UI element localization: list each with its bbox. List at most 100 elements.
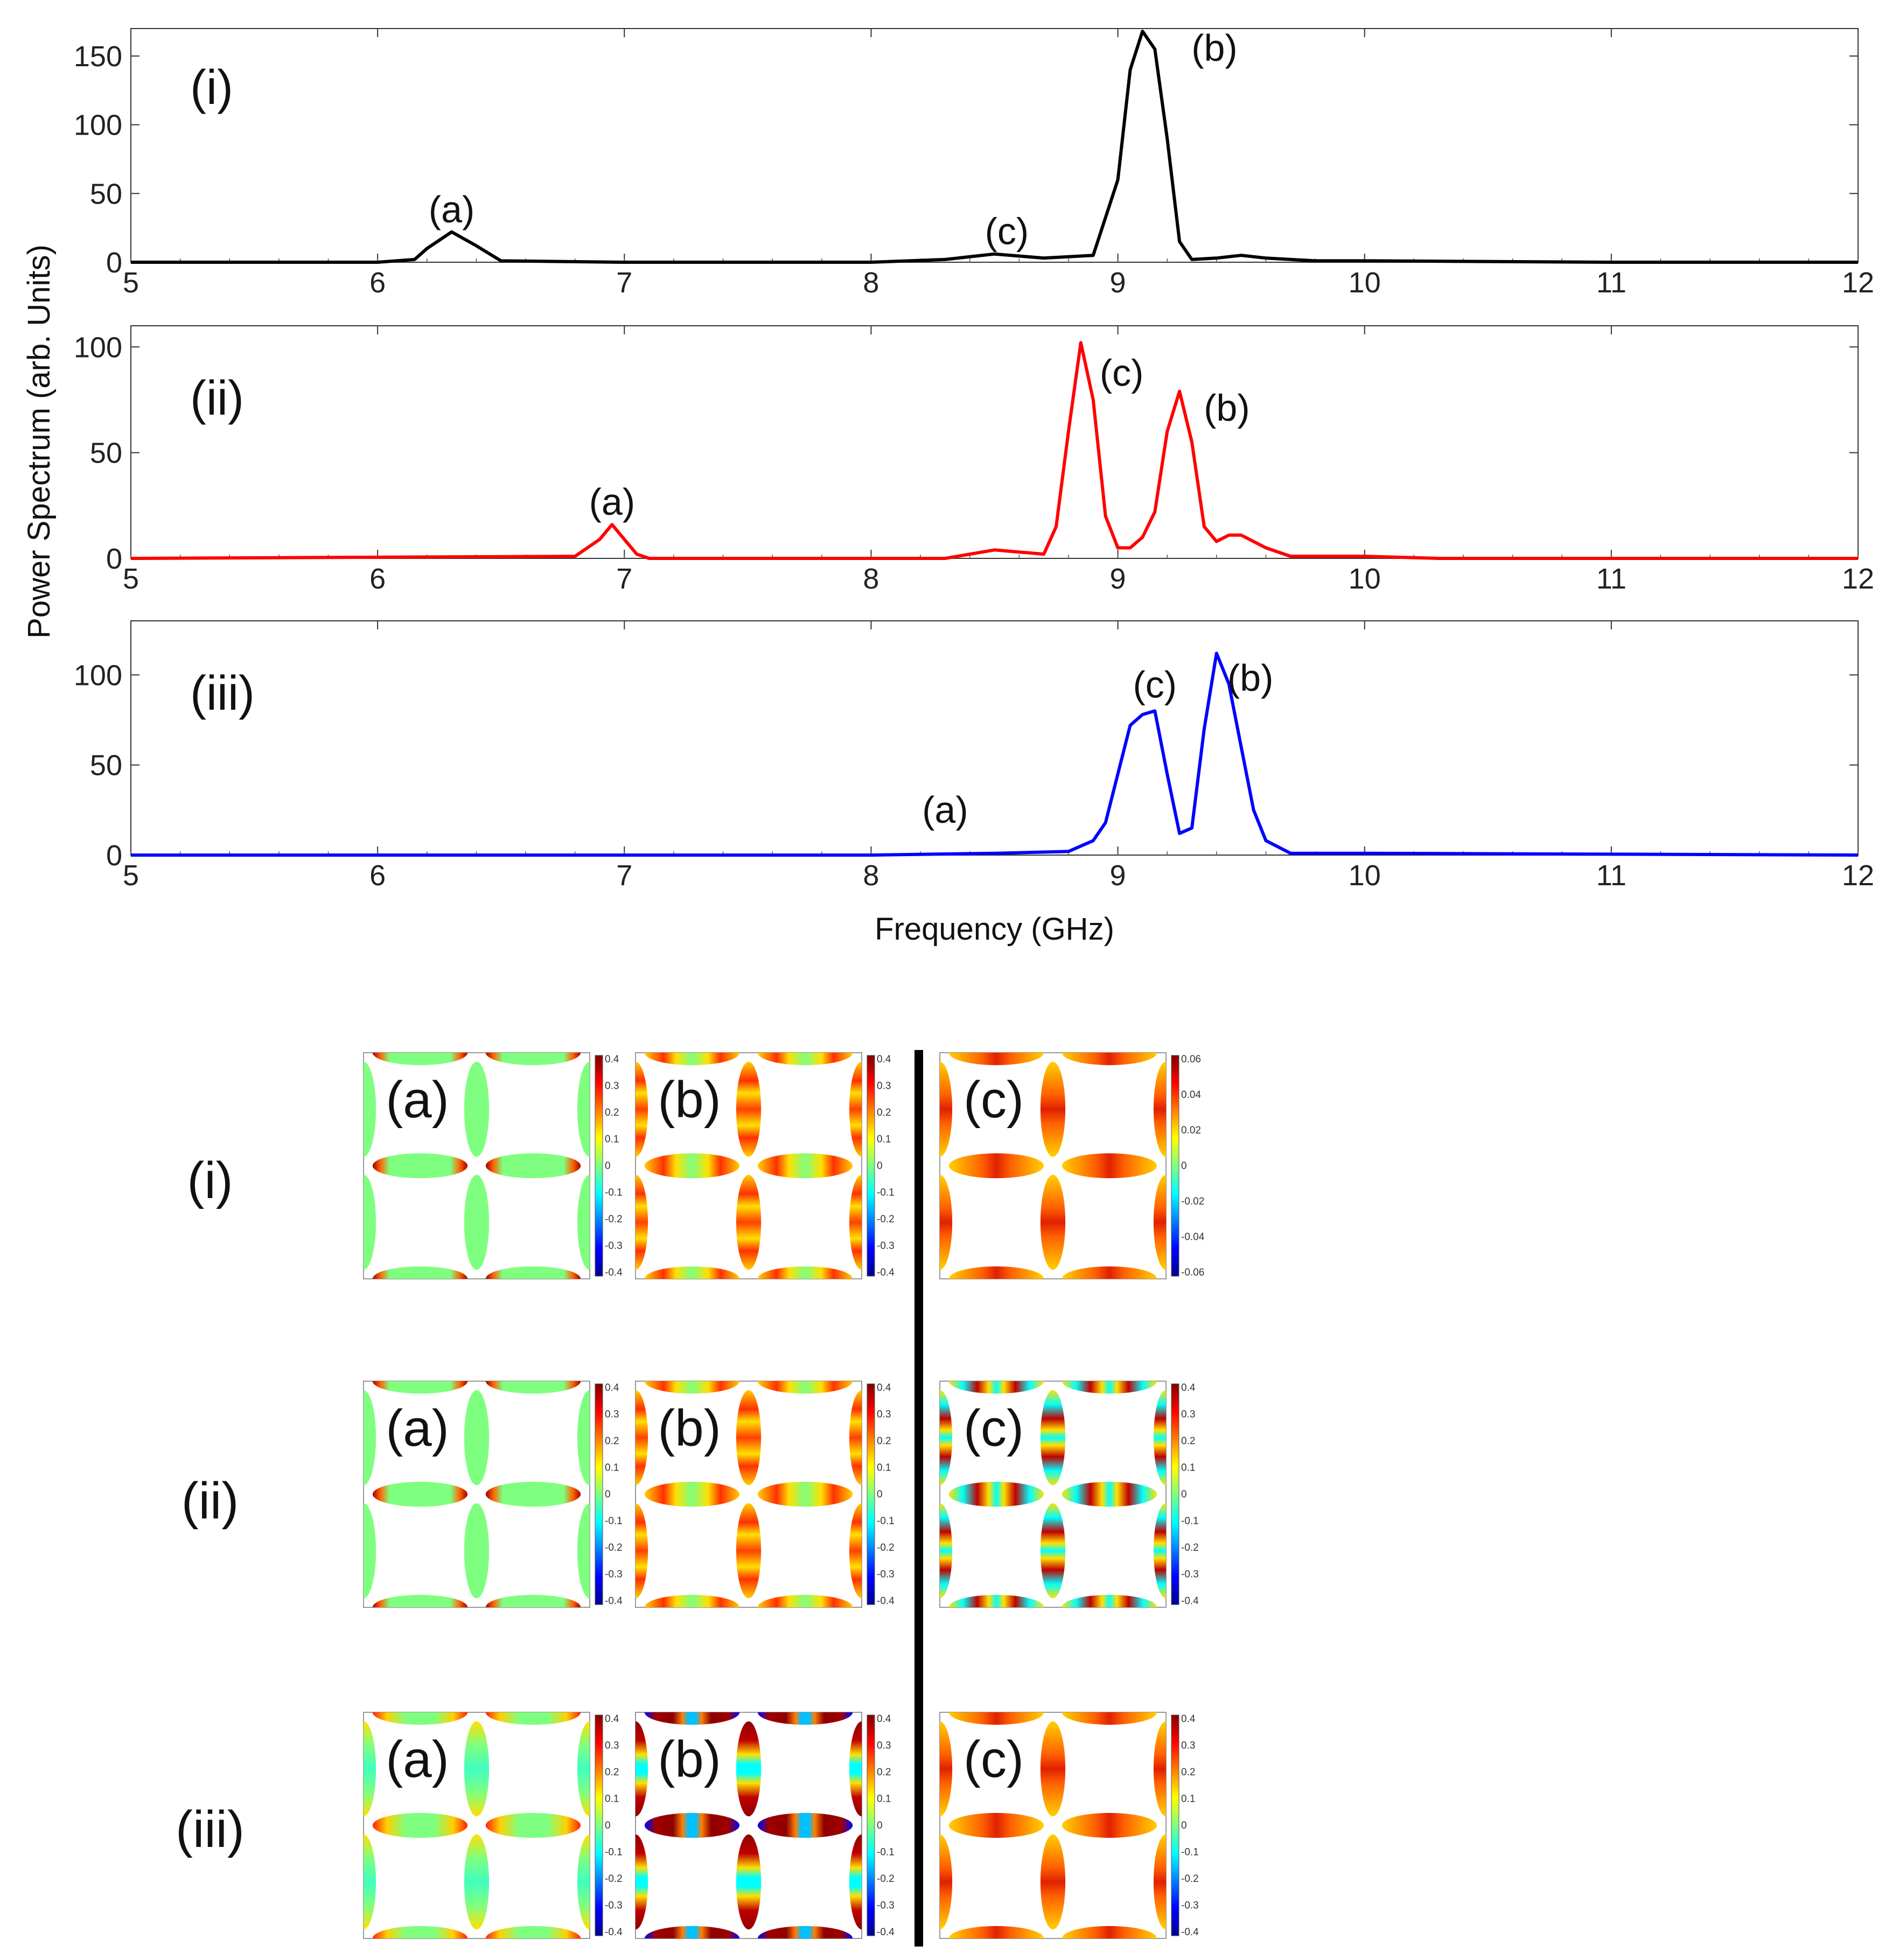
panel-label: (iii) xyxy=(190,667,255,720)
colorbar-tick: -0.4 xyxy=(605,1927,623,1938)
colorbar-tick: -0.4 xyxy=(877,1927,895,1938)
vertical-ellipse xyxy=(849,1174,862,1270)
colorbar xyxy=(595,1383,603,1605)
colorbar-tick: 0.04 xyxy=(1181,1089,1201,1101)
horizontal-ellipse xyxy=(485,1594,581,1607)
vertical-ellipse xyxy=(940,1390,953,1486)
vertical-ellipse xyxy=(849,1721,862,1817)
vertical-ellipse xyxy=(1040,1503,1066,1599)
peak-annotation: (c) xyxy=(985,211,1029,253)
tile-label: (c) xyxy=(964,1731,1024,1788)
vertical-ellipse xyxy=(736,1721,762,1817)
mode-tile: (b) 0.4 0.3 0.2 0.1 0 -0.1 -0.2 -0.3 -0.4 xyxy=(635,1052,895,1279)
peak-annotation: (b) xyxy=(1204,387,1250,429)
colorbar xyxy=(595,1714,603,1936)
colorbar-tick: -0.02 xyxy=(1181,1196,1204,1207)
x-tick-label: 9 xyxy=(1110,267,1126,299)
colorbar-tick: 0.02 xyxy=(1181,1125,1201,1136)
colorbar-tick: -0.2 xyxy=(605,1214,623,1225)
y-tick-label: 100 xyxy=(74,331,122,363)
tile-content xyxy=(364,1053,590,1279)
colorbar-tick: 0.3 xyxy=(605,1081,619,1092)
colorbar-tick: 0.4 xyxy=(877,1382,891,1394)
horizontal-ellipse xyxy=(757,1481,853,1507)
x-tick-label: 5 xyxy=(123,267,139,299)
colorbar-tick: 0 xyxy=(877,1489,883,1500)
colorbar-tick: -0.4 xyxy=(877,1595,895,1607)
colorbar-tick: 0.2 xyxy=(605,1436,619,1447)
colorbar-tick: -0.3 xyxy=(1181,1900,1199,1912)
colorbar-tick: 0.4 xyxy=(605,1054,619,1065)
vertical-ellipse xyxy=(364,1721,376,1817)
vertical-ellipse xyxy=(940,1061,953,1157)
horizontal-ellipse xyxy=(644,1266,740,1279)
row-label: (i) xyxy=(187,1152,233,1209)
colorbar-tick: 0.1 xyxy=(605,1794,619,1805)
vertical-ellipse xyxy=(364,1503,376,1599)
colorbar-tick: -0.1 xyxy=(1181,1516,1199,1527)
horizontal-ellipse xyxy=(644,1926,740,1938)
y-tick-label: 100 xyxy=(74,109,122,142)
spectrum-panel-2: 5 6 7 8 9 10 11 12 0 50 100 (ii) (a) (c) (b) xyxy=(74,325,1874,595)
vertical-ellipse xyxy=(940,1503,953,1599)
colorbar-tick: 0.1 xyxy=(605,1462,619,1474)
horizontal-ellipse xyxy=(1062,1053,1157,1066)
series-line xyxy=(131,30,1858,264)
tile-content xyxy=(940,1712,1166,1938)
colorbar-tick: 0 xyxy=(877,1160,883,1172)
colorbar-tick: 0 xyxy=(1181,1160,1187,1172)
peak-annotation: (a) xyxy=(589,481,636,523)
horizontal-ellipse xyxy=(485,1812,581,1838)
horizontal-ellipse xyxy=(1062,1481,1157,1507)
vertical-ellipse xyxy=(464,1503,490,1599)
vertical-ellipse xyxy=(464,1061,490,1157)
vertical-ellipse xyxy=(636,1174,648,1270)
colorbar-tick: 0.2 xyxy=(1181,1436,1195,1447)
vertical-ellipse xyxy=(636,1721,648,1817)
vertical-ellipse xyxy=(577,1174,590,1270)
vertical-ellipse xyxy=(364,1174,376,1270)
mode-tile: (a) 0.4 0.3 0.2 0.1 0 -0.1 -0.2 -0.3 -0.4 xyxy=(363,1381,623,1608)
colorbar xyxy=(1171,1055,1179,1277)
colorbar-tick: 0.2 xyxy=(877,1107,891,1118)
vertical-ellipse xyxy=(636,1061,648,1157)
horizontal-ellipse xyxy=(948,1153,1044,1179)
y-tick-label: 150 xyxy=(74,40,122,73)
colorbar-tick: 0.4 xyxy=(1181,1713,1196,1725)
vertical-ellipse xyxy=(464,1390,490,1486)
vertical-ellipse xyxy=(940,1174,953,1270)
colorbar-tick: -0.3 xyxy=(605,1569,623,1580)
mode-tile: (c) 0.4 0.3 0.2 0.1 0 -0.1 -0.2 -0.3 -0.4 xyxy=(939,1381,1199,1608)
vertical-ellipse xyxy=(464,1174,490,1270)
vertical-ellipse xyxy=(736,1503,762,1599)
colorbar-tick: 0.4 xyxy=(877,1054,891,1065)
horizontal-ellipse xyxy=(948,1712,1044,1725)
vertical-ellipse xyxy=(940,1721,953,1817)
x-tick-label: 10 xyxy=(1349,859,1381,892)
tile-label: (a) xyxy=(386,1399,449,1457)
mode-profile-grid: (i) (ii) (iii) (a) 0.4 0.3 0.2 0.1 0 -0.1 -0.2 -0.3… xyxy=(176,1050,1205,1947)
colorbar-tick: 0.2 xyxy=(605,1107,619,1118)
horizontal-ellipse xyxy=(948,1926,1044,1938)
vertical-ellipse xyxy=(464,1721,490,1817)
horizontal-ellipse xyxy=(948,1266,1044,1279)
vertical-ellipse xyxy=(1040,1061,1066,1157)
vertical-ellipse xyxy=(849,1834,862,1930)
x-tick-label: 9 xyxy=(1110,563,1126,595)
colorbar-tick: 0.1 xyxy=(1181,1462,1195,1474)
colorbar-tick: 0.3 xyxy=(605,1409,619,1420)
colorbar-tick: -0.2 xyxy=(1181,1873,1199,1885)
colorbar-tick: -0.2 xyxy=(605,1873,623,1885)
peak-annotation: (c) xyxy=(1133,663,1177,705)
horizontal-ellipse xyxy=(485,1381,581,1394)
colorbar-tick: -0.2 xyxy=(877,1542,895,1553)
x-tick-label: 6 xyxy=(369,563,386,595)
colorbar-tick: -0.3 xyxy=(877,1900,895,1912)
horizontal-ellipse xyxy=(1062,1712,1157,1725)
horizontal-ellipse xyxy=(757,1153,853,1179)
colorbar-tick: -0.2 xyxy=(877,1214,895,1225)
tile-content xyxy=(940,1381,1166,1607)
peak-annotation: (a) xyxy=(429,188,475,230)
horizontal-ellipse xyxy=(1062,1926,1157,1938)
